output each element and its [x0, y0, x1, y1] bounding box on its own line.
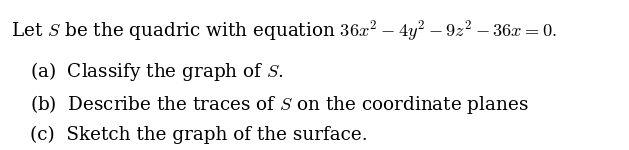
Text: Let $S$ be the quadric with equation $36x^2 - 4y^2 - 9z^2 - 36x = 0.$: Let $S$ be the quadric with equation $36…	[11, 18, 557, 43]
Text: (a)  Classify the graph of $S$.: (a) Classify the graph of $S$.	[30, 60, 284, 83]
Text: (b)  Describe the traces of $S$ on the coordinate planes: (b) Describe the traces of $S$ on the co…	[30, 93, 529, 116]
Text: (c)  Sketch the graph of the surface.: (c) Sketch the graph of the surface.	[30, 126, 368, 144]
